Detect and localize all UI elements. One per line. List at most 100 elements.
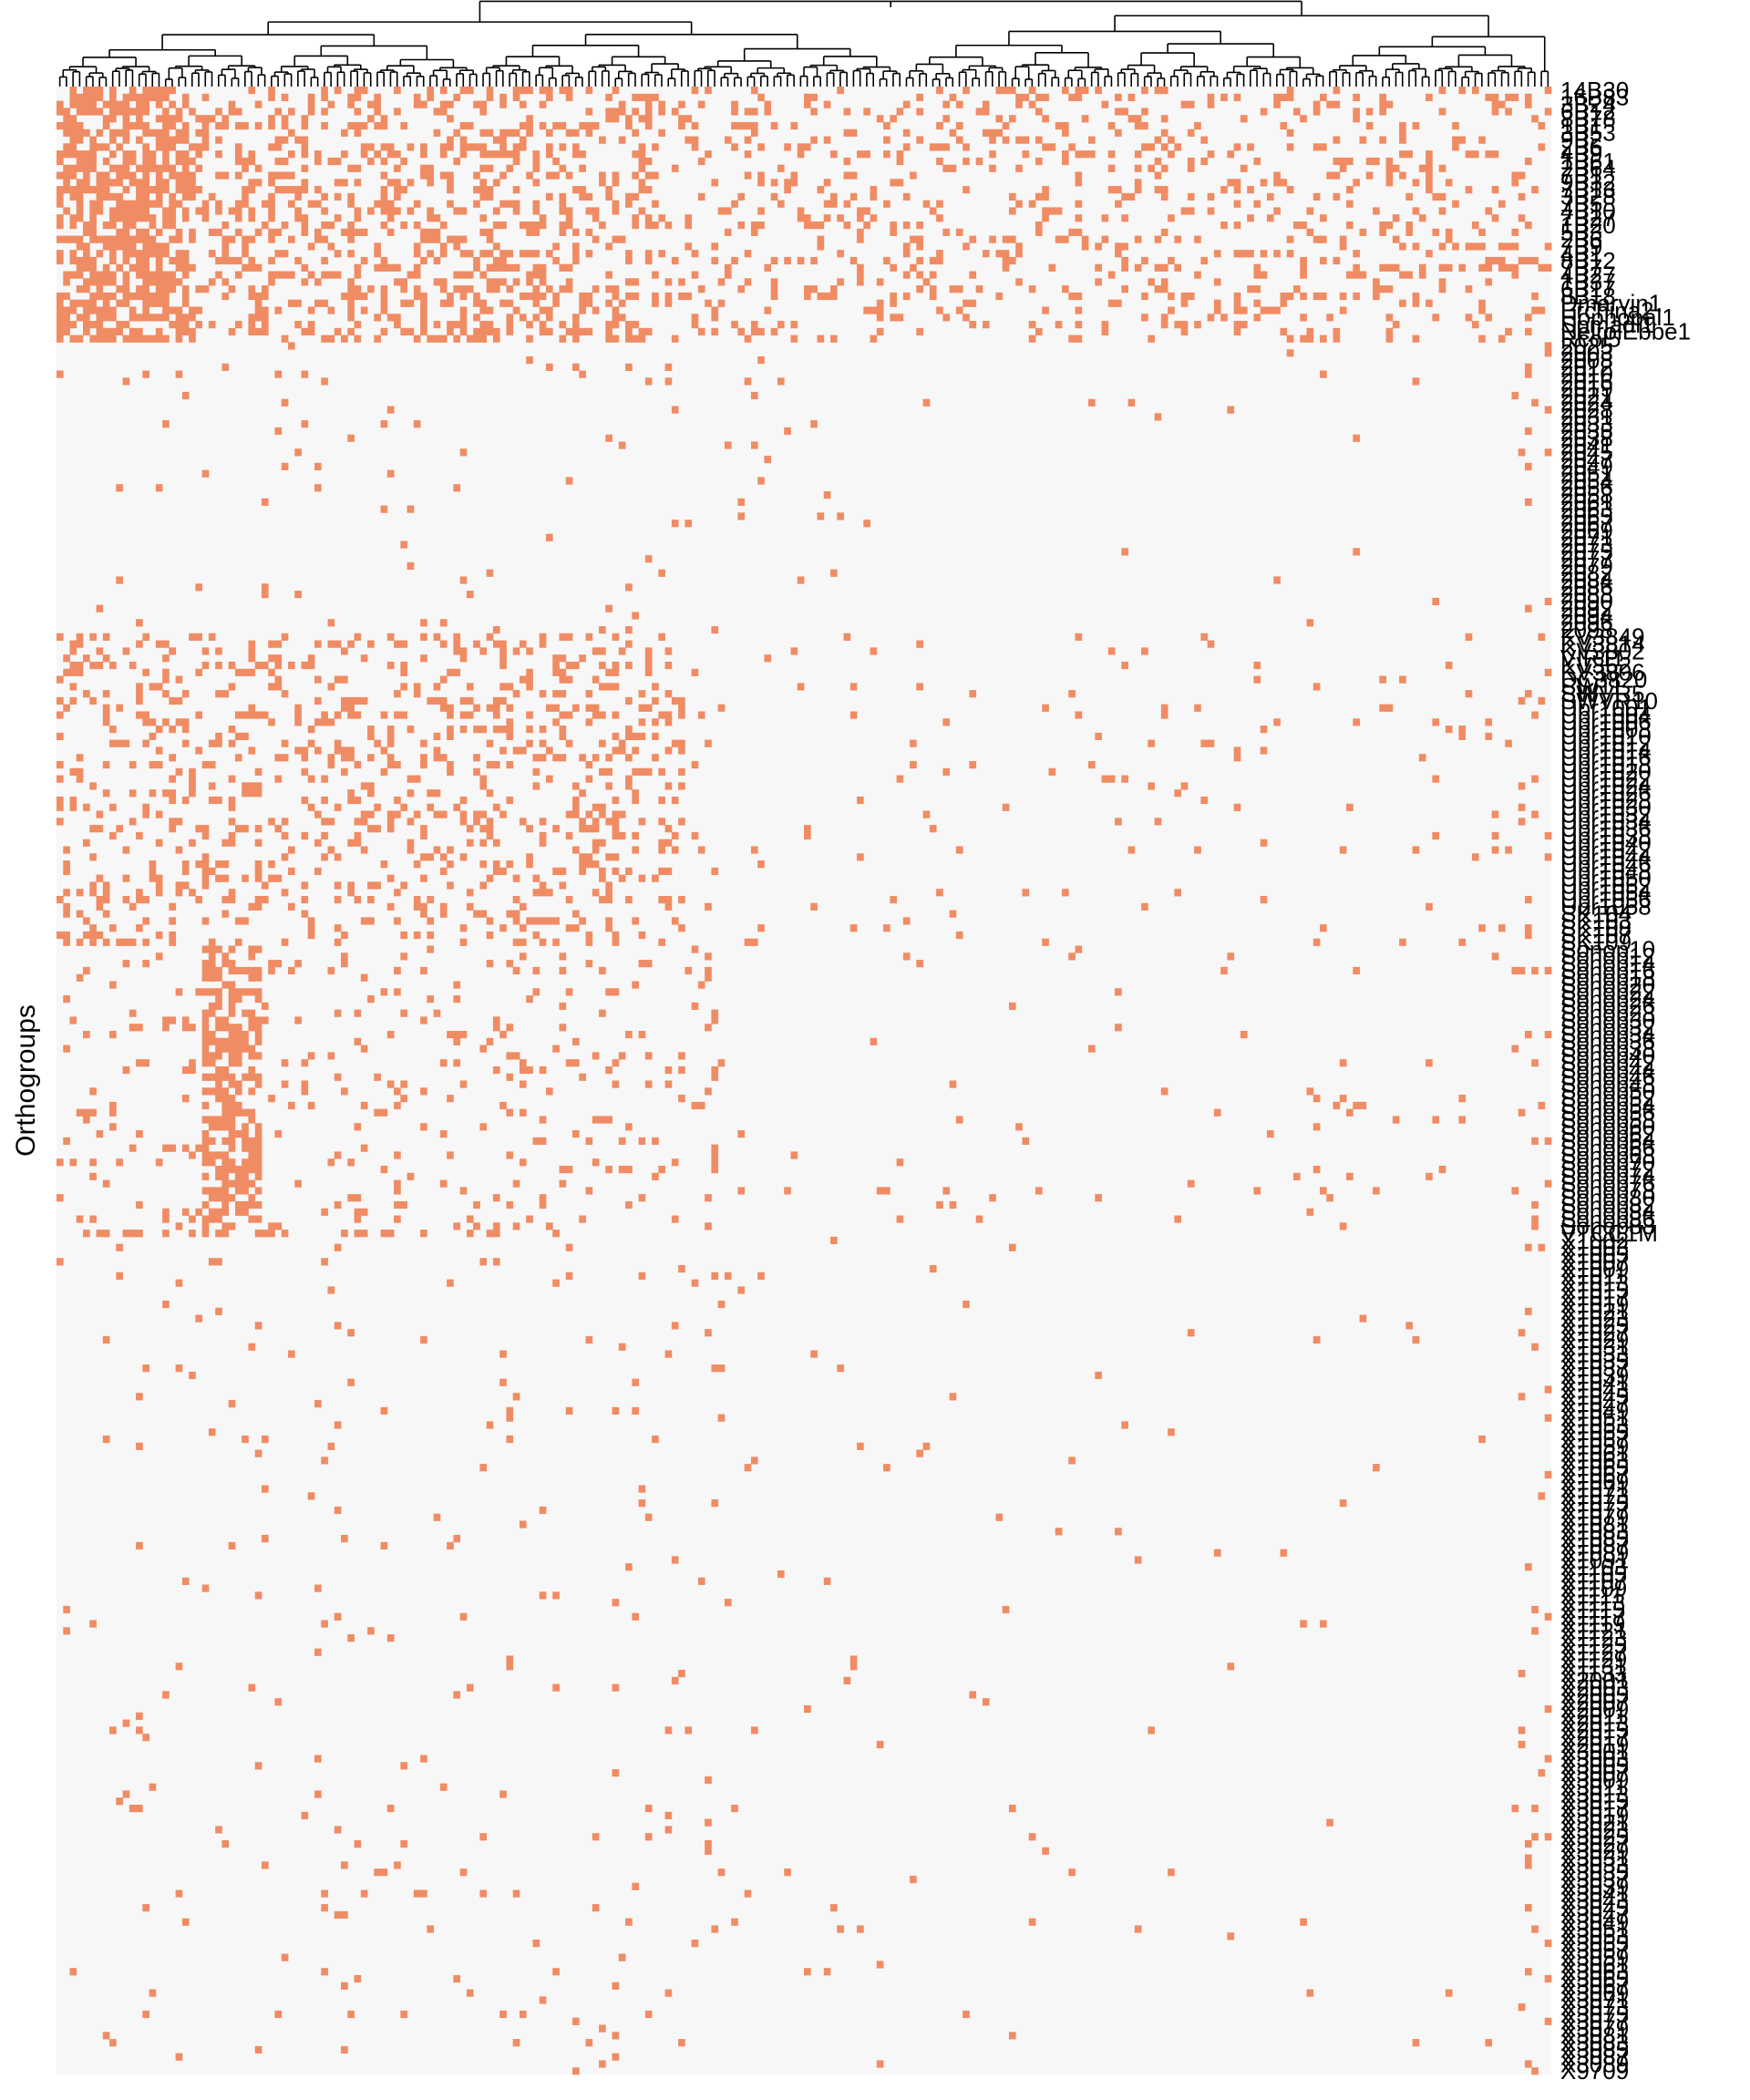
heatmap-cell bbox=[201, 121, 210, 130]
heatmap-cell bbox=[439, 867, 448, 876]
heatmap-cell bbox=[400, 1095, 408, 1103]
heatmap-cell bbox=[876, 327, 884, 336]
heatmap-cell bbox=[486, 87, 494, 95]
heatmap-cell bbox=[479, 250, 488, 258]
heatmap-cell bbox=[1055, 235, 1063, 243]
heatmap-cell bbox=[664, 647, 673, 655]
heatmap-cell bbox=[519, 1158, 527, 1167]
heatmap-cell bbox=[942, 1187, 951, 1195]
heatmap-cell bbox=[334, 192, 342, 201]
heatmap-cell bbox=[942, 314, 951, 322]
heatmap-cell bbox=[942, 143, 951, 151]
heatmap-cell bbox=[234, 917, 242, 925]
heatmap-cell bbox=[929, 256, 937, 265]
heatmap-cell bbox=[189, 263, 196, 272]
heatmap-cell bbox=[1095, 242, 1102, 251]
heatmap-cell bbox=[1465, 314, 1473, 322]
row-label: VTCC1M bbox=[1560, 1220, 1658, 1247]
heatmap-cell bbox=[1511, 271, 1519, 279]
heatmap-cell bbox=[268, 818, 275, 826]
heatmap-cell bbox=[724, 271, 732, 279]
heatmap-cell bbox=[804, 292, 811, 301]
heatmap-cell bbox=[394, 889, 401, 897]
row-label: X3047 bbox=[1560, 1901, 1629, 1929]
heatmap-cell bbox=[57, 1158, 64, 1167]
heatmap-cell bbox=[479, 100, 488, 108]
heatmap-cell bbox=[717, 1364, 726, 1373]
heatmap-cell bbox=[136, 335, 143, 343]
heatmap-cell bbox=[492, 256, 500, 265]
heatmap-cell bbox=[380, 299, 388, 307]
heatmap-cell bbox=[447, 136, 454, 144]
heatmap-cell bbox=[1286, 235, 1294, 243]
heatmap-cell bbox=[341, 150, 348, 159]
heatmap-cell bbox=[268, 874, 275, 882]
heatmap-cell bbox=[1465, 690, 1473, 698]
heatmap-cell bbox=[545, 250, 553, 258]
heatmap-cell bbox=[750, 441, 758, 449]
heatmap-cell bbox=[1107, 164, 1116, 172]
heatmap-cell bbox=[678, 121, 685, 130]
heatmap-cell bbox=[1160, 321, 1168, 329]
heatmap-cell bbox=[1160, 115, 1168, 123]
heatmap-cell bbox=[1035, 108, 1043, 116]
heatmap-cell bbox=[76, 973, 84, 982]
heatmap-cell bbox=[433, 696, 441, 705]
heatmap-cell bbox=[539, 1591, 547, 1600]
heatmap-cell bbox=[347, 796, 355, 805]
heatmap-cell bbox=[136, 1712, 143, 1720]
heatmap-cell bbox=[1273, 93, 1281, 101]
heatmap-cell bbox=[254, 1449, 262, 1457]
heatmap-cell bbox=[242, 1179, 249, 1188]
heatmap-cell bbox=[89, 256, 97, 265]
heatmap-cell bbox=[1531, 1059, 1539, 1067]
heatmap-cell bbox=[618, 1137, 626, 1145]
heatmap-cell bbox=[837, 278, 844, 286]
heatmap-cell bbox=[1312, 1095, 1321, 1103]
heatmap-cell bbox=[248, 1024, 256, 1032]
heatmap-cell bbox=[162, 1024, 170, 1032]
heatmap-cell bbox=[658, 569, 666, 577]
heatmap-cell bbox=[83, 256, 90, 265]
heatmap-cell bbox=[254, 299, 262, 307]
heatmap-cell bbox=[102, 704, 110, 712]
heatmap-cell bbox=[116, 327, 123, 336]
heatmap-cell bbox=[896, 157, 904, 166]
heatmap-cell bbox=[109, 242, 117, 251]
heatmap-cell bbox=[499, 278, 507, 286]
heatmap-cell bbox=[1035, 136, 1043, 144]
heatmap-cell bbox=[433, 214, 441, 222]
heatmap-cell bbox=[1471, 853, 1479, 861]
heatmap-cell bbox=[228, 1165, 236, 1174]
heatmap-cell bbox=[479, 1833, 488, 1841]
heatmap-cell bbox=[644, 108, 653, 116]
heatmap-cell bbox=[63, 207, 70, 215]
heatmap-cell bbox=[215, 988, 222, 996]
heatmap-cell bbox=[962, 242, 970, 251]
heatmap-cell bbox=[784, 1187, 791, 1195]
heatmap-cell bbox=[1524, 1839, 1532, 1848]
heatmap-cell bbox=[579, 327, 586, 336]
heatmap-cell bbox=[492, 1194, 500, 1202]
heatmap-cell bbox=[1141, 121, 1148, 130]
heatmap-cell bbox=[499, 924, 507, 932]
row-label: 9B32 bbox=[1560, 169, 1616, 196]
heatmap-cell bbox=[1008, 192, 1016, 201]
heatmap-cell bbox=[83, 87, 90, 95]
heatmap-cell bbox=[697, 846, 705, 854]
heatmap-cell bbox=[96, 129, 104, 137]
heatmap-cell bbox=[169, 902, 177, 911]
heatmap-cell bbox=[374, 739, 381, 747]
heatmap-cell bbox=[1227, 1932, 1235, 1940]
heatmap-cell bbox=[142, 200, 149, 208]
heatmap-cell bbox=[116, 100, 123, 108]
heatmap-cell bbox=[234, 1187, 242, 1195]
heatmap-cell bbox=[922, 1442, 931, 1450]
heatmap-cell bbox=[116, 299, 123, 307]
heatmap-cell bbox=[334, 214, 342, 222]
heatmap-cell bbox=[644, 186, 653, 194]
heatmap-cell bbox=[83, 179, 90, 187]
heatmap-cell bbox=[559, 200, 567, 208]
heatmap-cell bbox=[201, 881, 210, 890]
heatmap-cell bbox=[169, 931, 177, 940]
